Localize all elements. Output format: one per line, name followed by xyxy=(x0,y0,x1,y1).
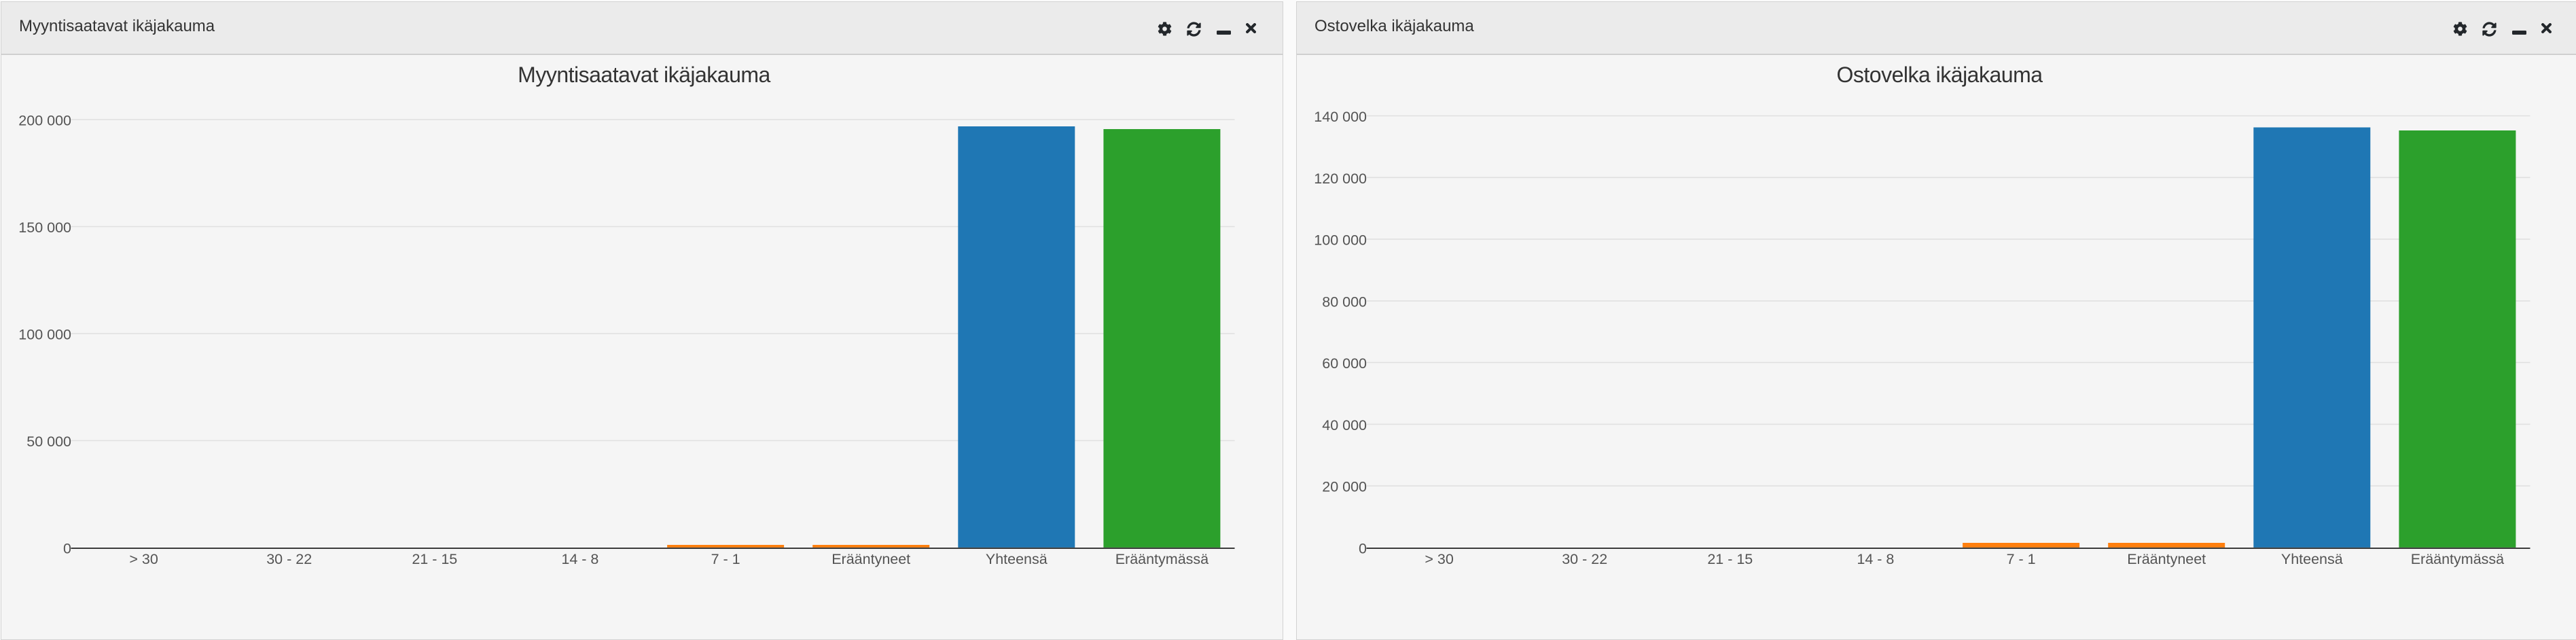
svg-text:14 - 8: 14 - 8 xyxy=(561,551,598,567)
svg-text:21 - 15: 21 - 15 xyxy=(1707,551,1753,567)
svg-text:0: 0 xyxy=(63,541,71,557)
svg-text:100 000: 100 000 xyxy=(18,327,71,343)
svg-text:21 - 15: 21 - 15 xyxy=(412,551,457,567)
svg-text:120 000: 120 000 xyxy=(1314,171,1367,187)
svg-text:140 000: 140 000 xyxy=(1314,109,1367,125)
svg-text:Yhteensä: Yhteensä xyxy=(986,551,1048,567)
svg-text:Erääntyneet: Erääntyneet xyxy=(2127,551,2206,567)
svg-text:Yhteensä: Yhteensä xyxy=(2281,551,2343,567)
svg-text:Myyntisaatavat ikäjakauma: Myyntisaatavat ikäjakauma xyxy=(518,63,770,87)
svg-text:200 000: 200 000 xyxy=(18,113,71,129)
svg-text:0: 0 xyxy=(1359,541,1367,557)
svg-text:Ostovelka ikäjakauma: Ostovelka ikäjakauma xyxy=(1836,63,2043,87)
svg-text:100 000: 100 000 xyxy=(1314,232,1367,249)
svg-text:30 - 22: 30 - 22 xyxy=(1562,551,1607,567)
svg-text:> 30: > 30 xyxy=(1425,551,1453,567)
svg-text:14 - 8: 14 - 8 xyxy=(1857,551,1894,567)
svg-text:150 000: 150 000 xyxy=(18,219,71,236)
svg-text:60 000: 60 000 xyxy=(1322,355,1367,372)
svg-text:> 30: > 30 xyxy=(129,551,158,567)
svg-text:Erääntyneet: Erääntyneet xyxy=(831,551,910,567)
svg-text:30 - 22: 30 - 22 xyxy=(266,551,312,567)
svg-text:80 000: 80 000 xyxy=(1322,294,1367,310)
svg-text:40 000: 40 000 xyxy=(1322,417,1367,433)
svg-text:7 - 1: 7 - 1 xyxy=(711,551,740,567)
svg-text:20 000: 20 000 xyxy=(1322,479,1367,495)
svg-text:7 - 1: 7 - 1 xyxy=(2007,551,2036,567)
svg-text:Erääntymässä: Erääntymässä xyxy=(2411,551,2504,567)
svg-text:50 000: 50 000 xyxy=(26,433,71,450)
svg-text:Erääntymässä: Erääntymässä xyxy=(1115,551,1209,567)
